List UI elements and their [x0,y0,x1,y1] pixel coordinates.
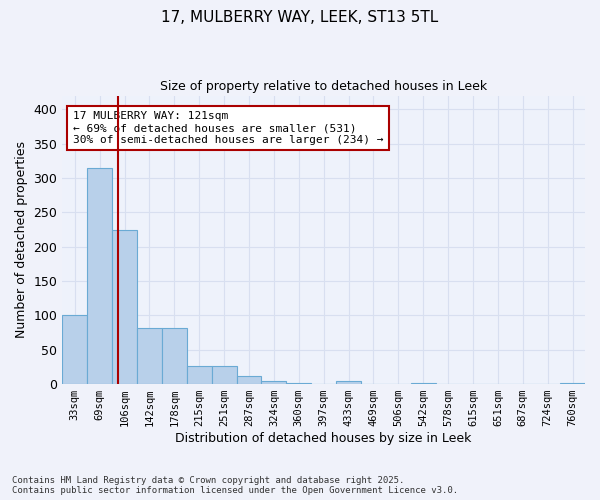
Bar [137,328,162,384]
Bar [236,376,262,384]
Bar [560,382,585,384]
Bar [262,380,286,384]
Text: 17, MULBERRY WAY, LEEK, ST13 5TL: 17, MULBERRY WAY, LEEK, ST13 5TL [161,10,439,25]
Bar [187,366,212,384]
Bar [336,382,361,384]
Bar [411,382,436,384]
Bar [212,366,236,384]
X-axis label: Distribution of detached houses by size in Leek: Distribution of detached houses by size … [175,432,472,445]
Bar [162,328,187,384]
Text: 17 MULBERRY WAY: 121sqm
← 69% of detached houses are smaller (531)
30% of semi-d: 17 MULBERRY WAY: 121sqm ← 69% of detache… [73,112,383,144]
Bar [112,230,137,384]
Text: Contains HM Land Registry data © Crown copyright and database right 2025.
Contai: Contains HM Land Registry data © Crown c… [12,476,458,495]
Y-axis label: Number of detached properties: Number of detached properties [15,142,28,338]
Bar [87,168,112,384]
Bar [286,382,311,384]
Title: Size of property relative to detached houses in Leek: Size of property relative to detached ho… [160,80,487,93]
Bar [62,316,87,384]
